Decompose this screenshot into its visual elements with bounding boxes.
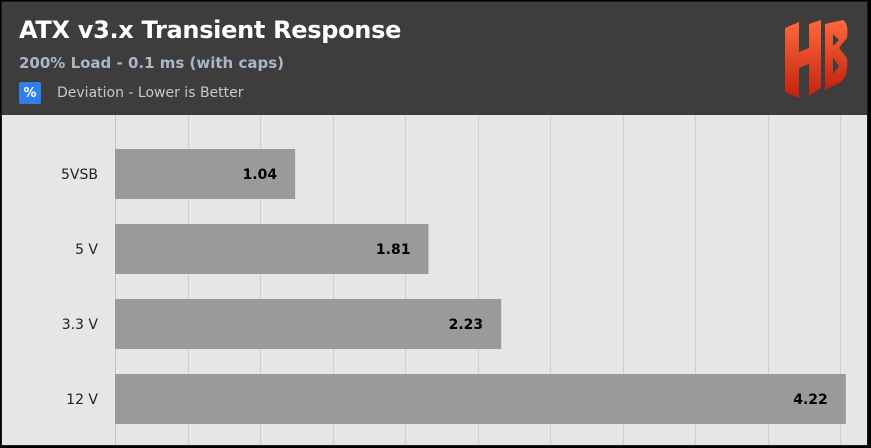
bar-chart: 5VSB 5 V 3.3 V 12 V 1.04 1.81 2.23 4.22 [61, 115, 846, 445]
value-label: 2.23 [449, 317, 484, 333]
value-labels: 1.04 1.81 2.23 4.22 [243, 167, 828, 408]
legend-label: Deviation - Lower is Better [57, 85, 244, 101]
chart-header: ATX v3.x Transient Response 200% Load - … [2, 2, 867, 115]
bar [115, 149, 296, 199]
bar [115, 299, 502, 349]
category-label: 3.3 V [62, 317, 99, 333]
legend-swatch: % [19, 82, 41, 104]
chart-subtitle: 200% Load - 0.1 ms (with caps) [19, 54, 284, 72]
bar [115, 224, 429, 274]
value-label: 1.81 [376, 242, 411, 258]
chart-title: ATX v3.x Transient Response [19, 16, 402, 44]
category-label: 12 V [66, 392, 98, 408]
hb-logo-icon [785, 20, 848, 98]
category-label: 5VSB [61, 167, 98, 183]
category-label: 5 V [75, 242, 98, 258]
value-label: 4.22 [793, 392, 828, 408]
category-labels: 5VSB 5 V 3.3 V 12 V [61, 167, 98, 408]
plot-area: 5VSB 5 V 3.3 V 12 V 1.04 1.81 2.23 4.22 [2, 115, 867, 445]
value-label: 1.04 [243, 167, 278, 183]
bars [115, 149, 846, 424]
legend: % Deviation - Lower is Better [19, 82, 244, 104]
bar [115, 374, 846, 424]
